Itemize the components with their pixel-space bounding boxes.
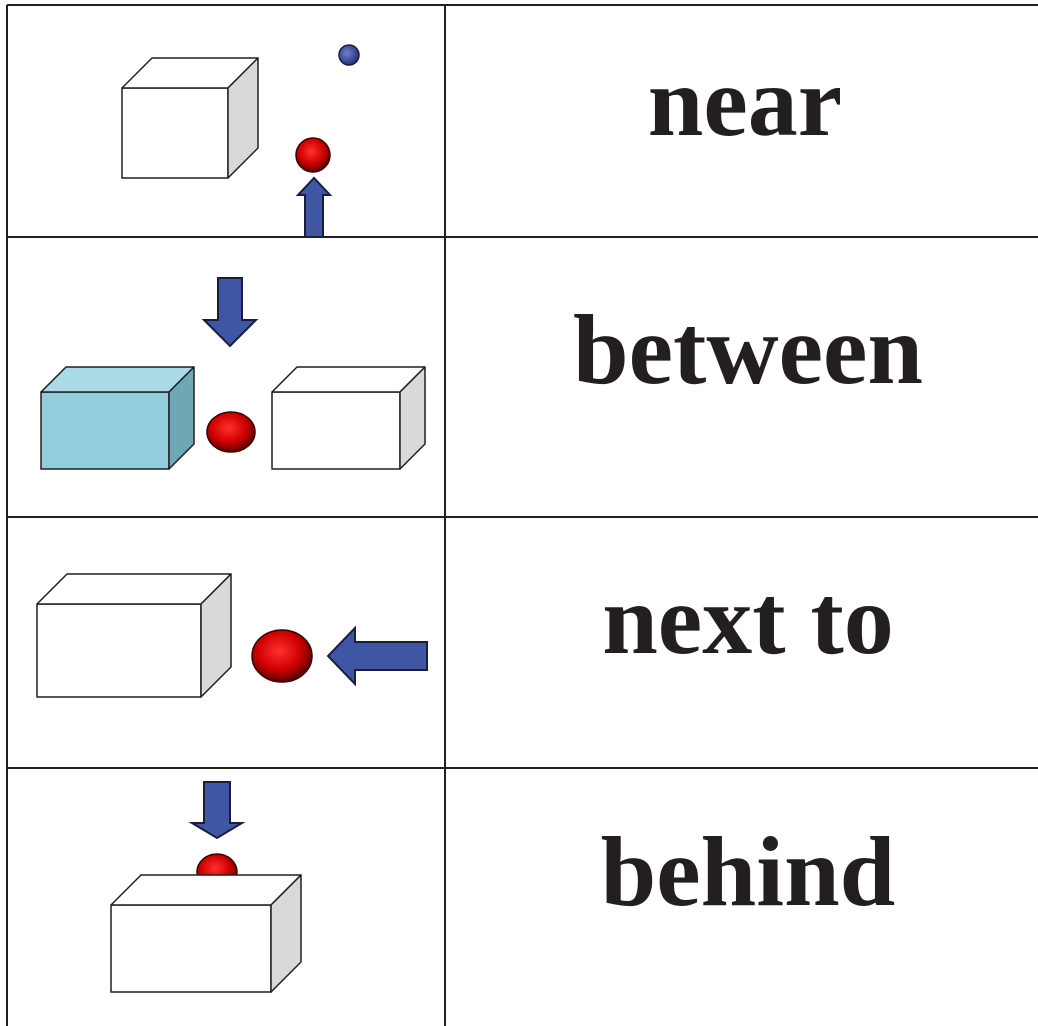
box-front bbox=[110, 904, 272, 993]
ball bbox=[251, 629, 313, 683]
table-grid bbox=[6, 4, 1038, 1026]
small-ball bbox=[338, 44, 360, 66]
box-side bbox=[200, 573, 232, 698]
box-top bbox=[271, 366, 426, 393]
word: between bbox=[573, 294, 923, 405]
arrow bbox=[201, 277, 259, 348]
box-top bbox=[110, 874, 302, 906]
arrow bbox=[326, 625, 428, 687]
word: near bbox=[648, 46, 842, 157]
box-front bbox=[271, 391, 401, 470]
near-illustration bbox=[121, 44, 360, 238]
box-side bbox=[168, 366, 195, 470]
box-top bbox=[36, 573, 232, 605]
box-front bbox=[40, 391, 170, 470]
arrow bbox=[295, 176, 333, 238]
behind-illustration bbox=[110, 781, 302, 993]
word: behind bbox=[601, 816, 896, 927]
box-top bbox=[40, 366, 195, 393]
between-illustration bbox=[40, 277, 426, 470]
ball bbox=[295, 137, 331, 173]
ball bbox=[206, 411, 256, 453]
arrow bbox=[188, 781, 246, 840]
word: next to bbox=[602, 564, 894, 675]
box-side bbox=[227, 57, 259, 179]
next-to-illustration bbox=[36, 573, 428, 698]
box-side bbox=[399, 366, 426, 470]
box-front bbox=[36, 603, 202, 698]
box-front bbox=[121, 87, 229, 179]
box-side bbox=[270, 874, 302, 993]
